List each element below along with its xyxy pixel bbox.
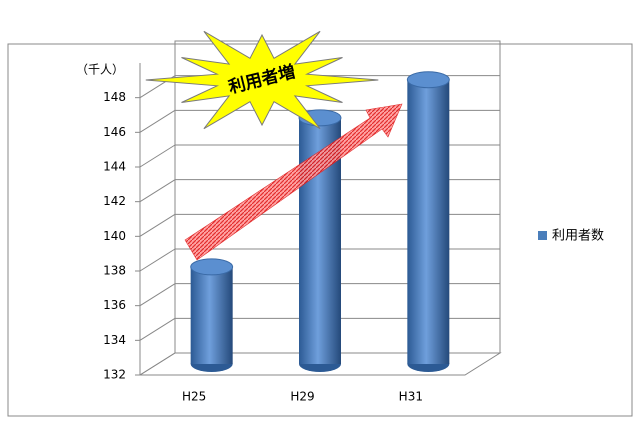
grid-line [139,283,176,307]
x-tick-label: H29 [290,390,314,404]
x-tick-label: H31 [399,390,423,404]
bar [190,266,233,364]
grid-line [139,352,176,376]
y-tick-label: 146 [103,125,126,139]
grid-line [139,248,176,272]
bar-top [190,258,234,276]
y-tick-label: 144 [103,160,126,174]
grid-line [139,317,176,341]
x-tick-label: H25 [182,390,206,404]
y-tick-label: 136 [103,298,126,312]
y-tick-label: 142 [103,194,126,208]
bar [407,79,450,364]
starburst [145,30,379,130]
y-tick-label: 140 [103,229,126,243]
grid-line [139,213,176,237]
y-tick-label: 148 [103,90,126,104]
legend-swatch [538,231,547,240]
grid-line [139,144,176,168]
legend-label: 利用者数 [552,229,604,244]
trend-arrow [184,103,403,261]
grid-line [139,109,176,133]
bar-top [406,71,450,89]
y-tick-label: 132 [103,368,126,382]
y-axis-label: （千人） [76,63,124,77]
y-tick-label: 138 [103,264,126,278]
grid-line [139,179,176,203]
y-tick-label: 134 [103,333,126,347]
